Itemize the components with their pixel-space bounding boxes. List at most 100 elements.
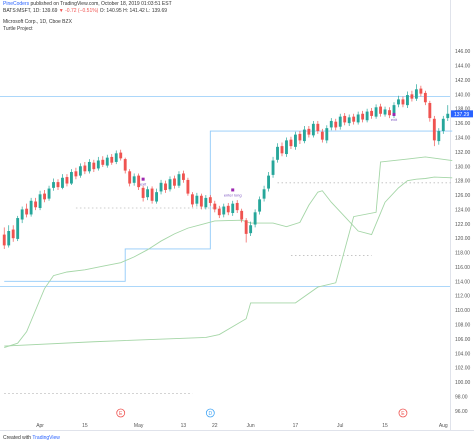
candle-body [208,197,212,203]
candle-body [240,210,244,220]
candle-body [388,110,391,116]
candle-body [244,220,248,234]
footer-created: Created with [3,435,32,441]
candle-body [25,208,29,215]
y-tick-label: 124.00 [455,207,471,213]
candle-body [437,131,441,142]
candle-body [320,131,324,140]
candle-body [258,199,262,212]
candle-body [356,114,360,123]
candle-body [316,123,320,132]
candle-body [195,195,199,204]
y-tick-label: 128.00 [455,179,471,185]
y-tick-label: 102.00 [455,366,471,372]
lower-channel-line-2 [4,156,453,347]
candle-body [302,129,306,142]
candle-body [83,165,87,172]
x-tick-label: May [134,423,144,429]
candle-body [374,107,378,117]
candle-body [383,109,387,115]
ohlc-rest: O: 140.95 H: 141.42 L: 139.69 [99,8,168,14]
candle-body [289,139,293,147]
y-tick-label: 120.00 [455,236,471,242]
candle-body [370,110,374,116]
candle-body [150,188,154,201]
y-tick-label: 96.00 [455,409,468,415]
x-tick-label: 15 [82,423,88,429]
y-tick-label: 142.00 [455,78,471,84]
x-tick-label: Jun [247,423,255,429]
x-tick-label: 22 [212,423,218,429]
y-tick-label: 146.00 [455,49,471,55]
candle-body [231,203,235,214]
candle-body [280,146,284,154]
candle-body [34,201,38,208]
y-tick-label: 116.00 [455,265,470,271]
candle-body [253,212,257,225]
y-tick-label: 134.00 [455,136,471,142]
candle-body [343,115,347,123]
candle-body [397,99,400,105]
candle-body [105,157,109,166]
x-tick-label: 17 [293,423,299,429]
y-tick-label: 140.00 [455,92,471,98]
event-marker [116,408,126,418]
candle-body [128,171,132,184]
candle-body [329,120,333,128]
candle-body [101,159,105,165]
candle-body [401,99,405,105]
published-text: published on TradingView.com, October 18… [30,1,172,7]
candle-body [285,140,288,155]
candle-body [182,173,185,180]
candle-body [199,195,203,207]
candle-body [92,162,96,170]
y-tick-label: 138.00 [455,107,471,113]
signal-marker [392,112,396,116]
candle-body [267,175,270,189]
candle-body [146,189,150,198]
event-marker [398,408,408,418]
y-tick-label: 108.00 [455,323,471,329]
tradingview-logo-text[interactable]: TradingView [32,435,60,441]
candle-body [61,177,64,188]
candle-body [87,161,91,172]
candle-body [114,153,118,162]
candle-body [419,88,423,94]
candle-body [43,193,46,200]
candle-body [271,160,275,175]
candle-body [164,183,167,191]
last-price-label: 137.29 [454,112,470,118]
x-tick-label: Jul [337,423,343,429]
x-tick-label: Aug [439,423,448,429]
candle-body [74,171,78,177]
candle-body [159,182,163,192]
y-tick-label: 104.00 [455,351,471,357]
candle-body [423,92,427,103]
candle-body [123,159,127,171]
x-tick-label: Apr [36,423,44,429]
candle-body [38,194,42,208]
candle-body [132,176,136,183]
candle-body [392,105,396,116]
signal-label: exit [391,117,398,122]
footer: Created with TradingView [3,435,60,441]
candle-body [11,229,15,239]
candle-body [177,174,181,186]
candle-body [235,202,239,211]
candle-body [410,94,414,99]
chart-legend-symbol: Microsoft Corp., 1D, Cboe BZX [3,19,72,25]
candle-body [226,205,230,213]
y-tick-label: 110.00 [455,308,470,314]
event-marker-label: D [209,411,213,417]
y-tick-label: 112.00 [455,294,470,300]
candle-body [249,225,253,234]
candle-body [65,177,69,184]
candle-body [338,116,342,127]
y-tick-label: 114.00 [455,279,470,285]
candle-body [307,128,311,135]
y-tick-label: 126.00 [455,193,471,199]
publisher-name[interactable]: PineCoders [3,1,30,7]
candle-body [352,116,356,122]
signal-marker [231,188,235,192]
